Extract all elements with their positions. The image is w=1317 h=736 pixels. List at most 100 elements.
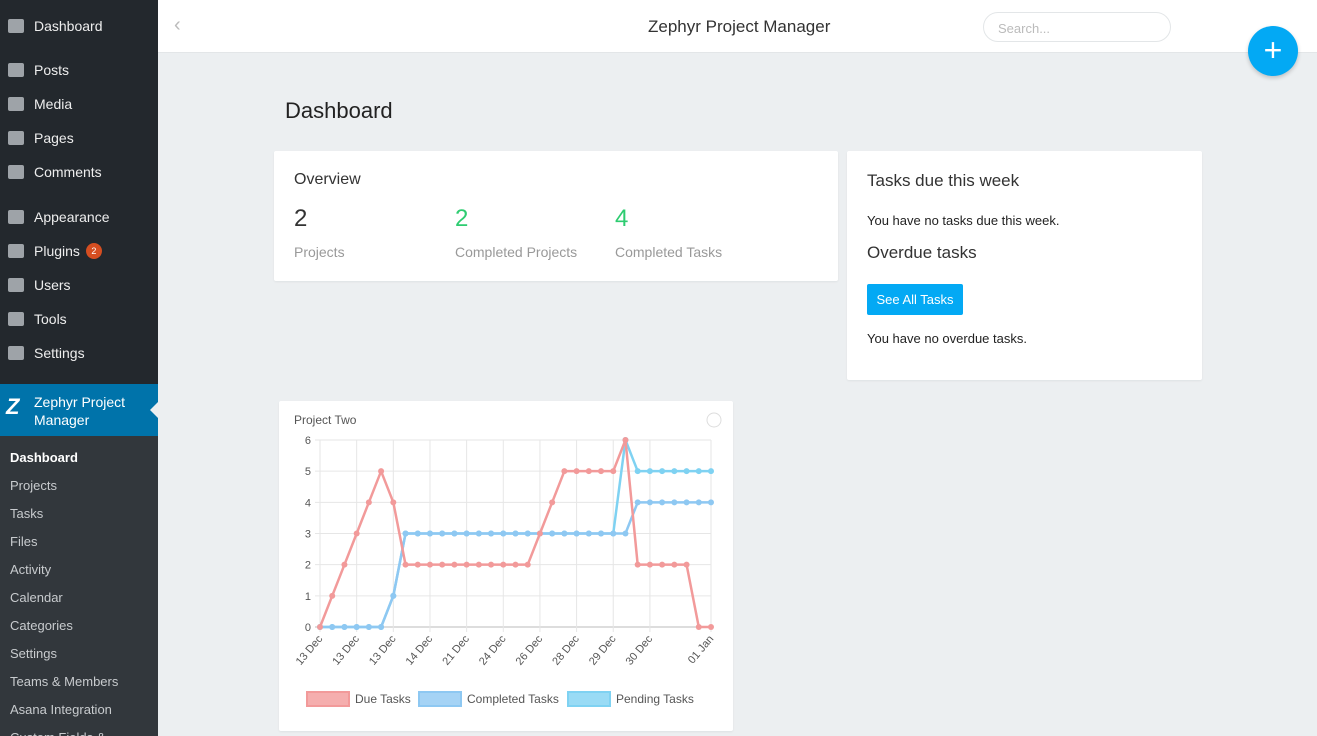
data-point: [671, 499, 678, 506]
top-title: Zephyr Project Manager: [648, 17, 831, 36]
chart-title: Project Two: [294, 413, 357, 427]
y-tick-label: 4: [305, 497, 311, 509]
data-point: [634, 561, 641, 568]
legend-swatch: [567, 691, 611, 707]
data-point: [622, 530, 629, 537]
data-point: [426, 530, 433, 537]
submenu-item[interactable]: Settings: [10, 646, 57, 661]
search-placeholder: Search...: [998, 21, 1051, 36]
data-point: [378, 624, 385, 630]
data-point: [646, 468, 653, 475]
data-point: [475, 561, 482, 568]
submenu-item[interactable]: Custom Fields &: [10, 730, 105, 736]
menu-item[interactable]: Comments: [8, 164, 102, 180]
data-point: [500, 530, 507, 537]
data-point: [659, 468, 666, 475]
menu-label: Media: [34, 96, 73, 112]
data-point: [329, 624, 336, 630]
due-text: You have no tasks due this week.: [867, 213, 1060, 228]
data-point: [561, 468, 568, 475]
submenu-item[interactable]: Calendar: [10, 590, 63, 605]
back-button[interactable]: ‹: [174, 14, 181, 36]
data-point: [341, 624, 348, 630]
x-tick-label: 26 Dec: [514, 633, 546, 668]
menu-item[interactable]: Media: [8, 96, 72, 112]
y-tick-label: 5: [305, 466, 311, 478]
data-point: [353, 624, 360, 630]
submenu-item[interactable]: Files: [10, 534, 38, 549]
data-point: [561, 530, 568, 537]
menu-item[interactable]: Plugins 2: [8, 243, 102, 259]
menu-label: Tools: [34, 311, 67, 327]
x-tick-label: 14 Dec: [404, 633, 436, 668]
overdue-text: You have no overdue tasks.: [867, 331, 1027, 346]
y-tick-label: 2: [305, 560, 311, 572]
menu-item[interactable]: Users: [8, 277, 71, 293]
submenu-item[interactable]: Projects: [10, 478, 57, 493]
x-tick-label: 24 Dec: [477, 633, 509, 668]
see-all-button[interactable]: See All Tasks: [867, 284, 963, 315]
x-tick-label: 30 Dec: [624, 633, 656, 668]
data-point: [512, 530, 519, 537]
data-point: [500, 561, 507, 568]
menu-item[interactable]: Settings: [8, 345, 85, 361]
data-point: [646, 561, 653, 568]
menu-label: Dashboard: [34, 18, 103, 34]
add-button[interactable]: +: [1248, 26, 1298, 76]
y-tick-label: 6: [305, 435, 311, 447]
menu-label: Zephyr Project Manager: [34, 394, 126, 428]
menu-item[interactable]: Tools: [8, 311, 67, 327]
data-point: [451, 530, 458, 537]
stat-label: Completed Tasks: [615, 244, 723, 260]
x-tick-label: 29 Dec: [587, 633, 619, 668]
top-bar: ‹ Zephyr Project Manager Search...: [158, 0, 1317, 53]
y-tick-label: 0: [305, 622, 311, 634]
data-point: [378, 468, 385, 475]
menu-label: Settings: [34, 345, 85, 361]
data-point: [708, 468, 714, 475]
legend-swatch: [418, 691, 462, 707]
menu-item[interactable]: Dashboard: [8, 18, 103, 34]
data-point: [390, 499, 397, 506]
x-tick-label: 28 Dec: [550, 633, 582, 668]
submenu-item[interactable]: Tasks: [10, 506, 44, 521]
data-point: [536, 530, 543, 537]
submenu-item[interactable]: Asana Integration: [10, 702, 112, 717]
data-point: [390, 592, 397, 599]
data-point: [659, 561, 666, 568]
data-point: [598, 468, 605, 475]
menu-label: Users: [34, 277, 71, 293]
data-point: [439, 561, 446, 568]
legend-label: Pending Tasks: [616, 692, 694, 706]
data-point: [353, 530, 360, 537]
data-point: [549, 530, 556, 537]
data-point: [646, 499, 653, 506]
data-point: [365, 499, 372, 506]
menu-label: Posts: [34, 62, 70, 78]
active-menu-item[interactable]: Z Zephyr Project Manager: [0, 384, 158, 436]
menu-item[interactable]: Pages: [8, 130, 74, 146]
submenu-item[interactable]: Categories: [10, 618, 73, 633]
menu-item[interactable]: Appearance: [8, 209, 110, 225]
submenu-item[interactable]: Activity: [10, 562, 52, 577]
menu-label: Pages: [34, 130, 74, 146]
data-point: [475, 530, 482, 537]
submenu-item[interactable]: Teams & Members: [10, 674, 119, 689]
data-point: [524, 561, 531, 568]
menu-item[interactable]: Posts: [8, 62, 69, 78]
close-icon[interactable]: [706, 412, 722, 428]
card-title: Tasks due this week: [867, 171, 1020, 190]
data-point: [695, 624, 702, 630]
submenu-item[interactable]: Dashboard: [10, 450, 78, 465]
menu-label: Comments: [34, 164, 102, 180]
card-title: Overview: [294, 171, 361, 188]
data-point: [634, 468, 641, 475]
data-point: [488, 561, 495, 568]
data-point: [341, 561, 348, 568]
search-box[interactable]: Search...: [983, 12, 1171, 42]
page-title: Dashboard: [285, 98, 393, 123]
data-point: [463, 561, 470, 568]
data-point: [708, 499, 714, 506]
